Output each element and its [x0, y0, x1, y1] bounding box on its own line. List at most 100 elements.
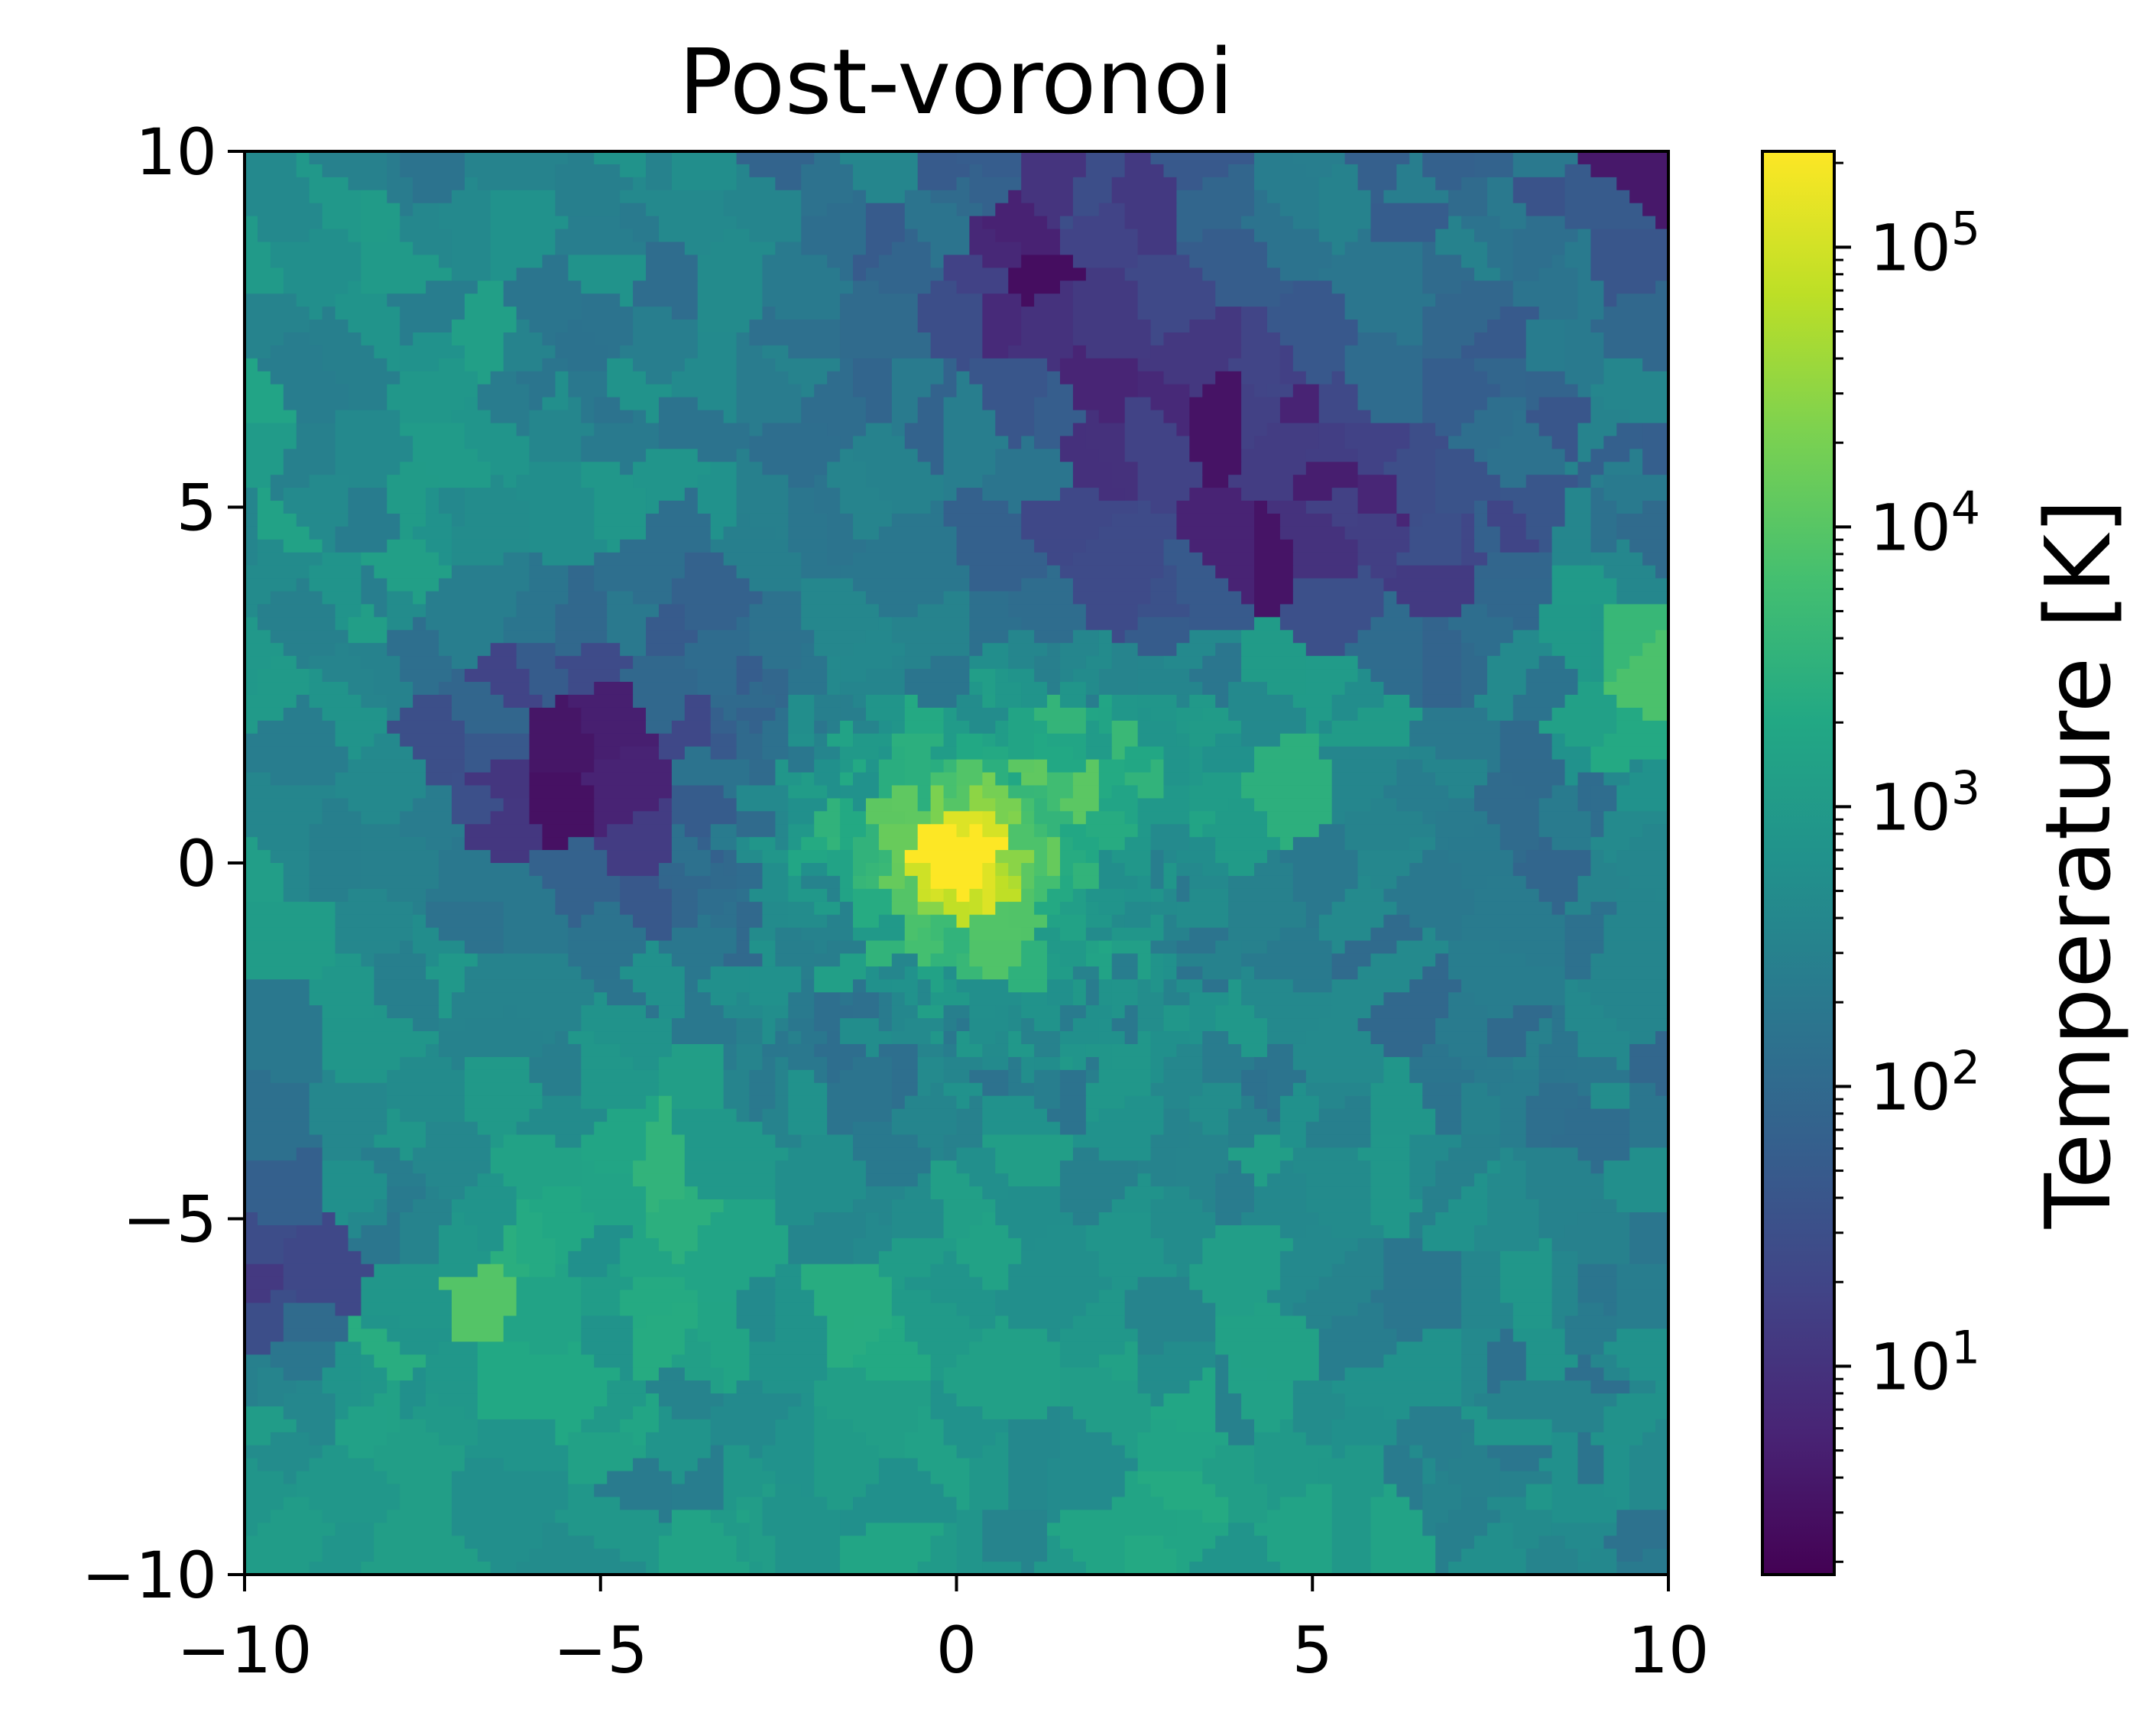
- heatmap-cell: [1047, 888, 1074, 903]
- heatmap-cell: [387, 630, 439, 644]
- heatmap-cell: [387, 591, 413, 605]
- heatmap-cell: [451, 229, 491, 243]
- heatmap-cell: [840, 669, 867, 683]
- heatmap-cell: [1254, 578, 1294, 592]
- heatmap-cell: [1124, 888, 1152, 903]
- heatmap-cell: [1085, 656, 1113, 670]
- heatmap-cell: [943, 1419, 1010, 1433]
- heatmap-cell: [1603, 643, 1643, 657]
- heatmap-cell: [1021, 501, 1139, 514]
- heatmap-cell: [1137, 475, 1204, 488]
- heatmap-cell: [1551, 901, 1566, 916]
- heatmap-cell: [853, 358, 893, 372]
- heatmap-cell: [646, 1121, 673, 1136]
- heatmap-cell: [1137, 785, 1165, 800]
- heatmap-cell: [840, 1536, 932, 1549]
- heatmap-cell: [762, 1380, 815, 1394]
- heatmap-cell: [646, 268, 699, 282]
- heatmap-cell: [956, 966, 984, 981]
- heatmap-cell: [1202, 462, 1242, 475]
- heatmap-cell: [1163, 785, 1191, 800]
- heatmap-cell: [788, 475, 815, 488]
- heatmap-cell: [257, 720, 336, 735]
- heatmap-cell: [555, 203, 621, 217]
- heatmap-cell: [1577, 1147, 1630, 1162]
- heatmap-cell: [245, 320, 310, 333]
- heatmap-cell: [568, 927, 647, 942]
- heatmap-cell: [1396, 475, 1436, 488]
- heatmap-cell: [878, 850, 893, 864]
- heatmap-cell: [1008, 746, 1035, 761]
- heatmap-cell: [995, 1031, 1010, 1045]
- heatmap-cell: [710, 992, 738, 1006]
- heatmap-cell: [1111, 1005, 1126, 1019]
- heatmap-cell: [1616, 785, 1668, 800]
- heatmap-cell: [853, 863, 867, 877]
- heatmap-cell: [762, 1484, 776, 1498]
- heatmap-cell: [723, 1199, 776, 1213]
- heatmap-cell: [1370, 1289, 1462, 1304]
- heatmap-cell: [1059, 1406, 1074, 1420]
- heatmap-cell: [930, 255, 945, 269]
- heatmap-cell: [814, 746, 841, 761]
- heatmap-cell: [1059, 242, 1139, 256]
- heatmap-cell: [1525, 1341, 1566, 1356]
- heatmap-cell: [1266, 1536, 1333, 1549]
- heatmap-cell: [1163, 746, 1191, 761]
- heatmap-cell: [607, 591, 634, 605]
- heatmap-cell: [1279, 1108, 1320, 1123]
- heatmap-cell: [555, 1419, 582, 1433]
- heatmap-cell: [1215, 1005, 1255, 1019]
- heatmap-cell: [1215, 837, 1281, 851]
- heatmap-cell: [1551, 1471, 1579, 1485]
- heatmap-cell: [426, 1380, 478, 1394]
- heatmap-cell: [943, 410, 997, 424]
- heatmap-cell: [439, 1043, 543, 1058]
- heatmap-cell: [529, 397, 543, 411]
- heatmap-cell: [1098, 1031, 1126, 1045]
- heatmap-cell: [245, 914, 336, 929]
- heatmap-cell: [684, 1134, 776, 1149]
- heatmap-cell: [322, 1160, 375, 1175]
- heatmap-cell: [1629, 1212, 1668, 1226]
- heatmap-cell: [982, 332, 1022, 346]
- heatmap-cell: [1487, 1005, 1514, 1019]
- heatmap-cell: [736, 914, 764, 929]
- heatmap-cell: [1059, 216, 1074, 230]
- heatmap-cell: [1383, 682, 1424, 696]
- heatmap-cell: [1396, 1432, 1462, 1446]
- heatmap-cell: [607, 850, 673, 864]
- heatmap-cell: [697, 307, 764, 320]
- heatmap-cell: [361, 229, 388, 243]
- heatmap-cell: [1305, 682, 1346, 696]
- heatmap-cell: [1512, 850, 1527, 864]
- heatmap-cell: [426, 513, 452, 527]
- heatmap-cell: [1254, 229, 1320, 243]
- heatmap-cell: [1008, 901, 1035, 916]
- heatmap-cell: [1344, 526, 1411, 540]
- heatmap-cell: [1059, 1393, 1152, 1407]
- heatmap-cell: [1189, 1005, 1217, 1019]
- heatmap-cell: [762, 1562, 776, 1575]
- heatmap-cell: [1642, 436, 1668, 450]
- heatmap-cell: [1098, 669, 1139, 683]
- heatmap-cell: [827, 798, 841, 813]
- heatmap-cell: [1448, 216, 1462, 230]
- heatmap-cell: [710, 966, 751, 981]
- heatmap-cell: [723, 1069, 751, 1084]
- heatmap-cell: [1474, 526, 1501, 540]
- heatmap-cell: [801, 410, 867, 424]
- heatmap-cell: [568, 1497, 621, 1511]
- heatmap-cell: [490, 268, 517, 282]
- heatmap-cell: [1590, 669, 1605, 683]
- heatmap-cell: [943, 255, 984, 269]
- heatmap-cell: [1448, 837, 1501, 851]
- heatmap-cell: [1176, 1043, 1204, 1058]
- heatmap-cell: [348, 397, 388, 411]
- heatmap-cell: [1279, 1302, 1294, 1317]
- heatmap-cell: [749, 759, 776, 774]
- heatmap-cell: [891, 1095, 906, 1110]
- heatmap-cell: [270, 371, 336, 385]
- heatmap-cell: [1279, 294, 1346, 307]
- heatmap-cell: [956, 746, 984, 761]
